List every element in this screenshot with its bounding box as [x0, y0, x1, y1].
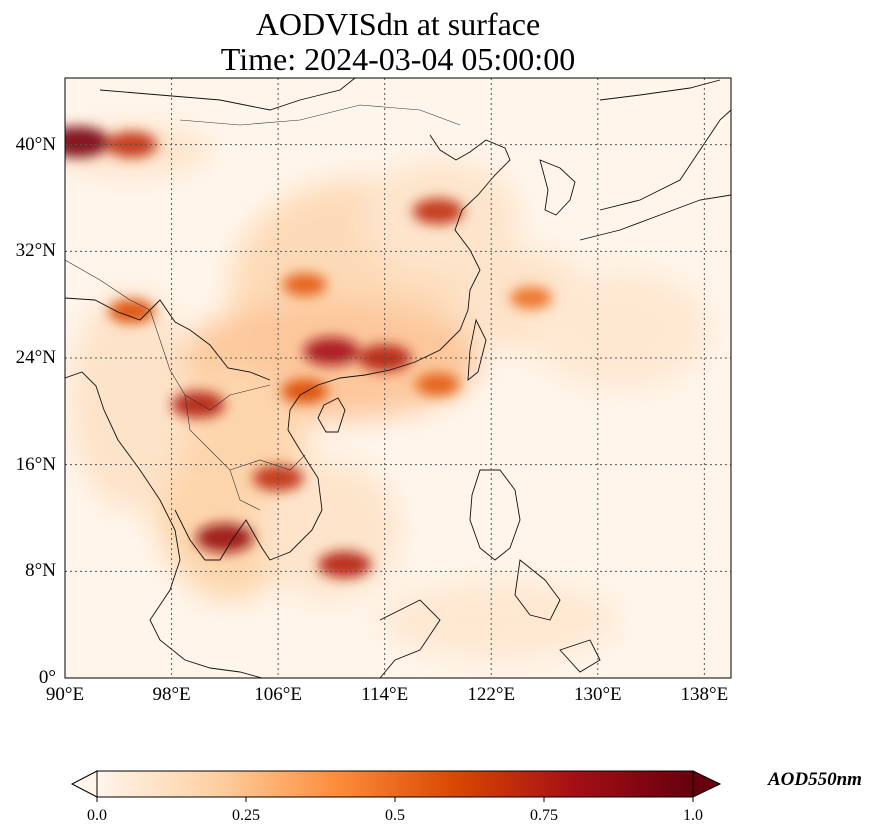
aerosol-plume — [65, 126, 110, 158]
lat-tick-label: 0° — [38, 667, 56, 688]
lon-tick-label: 138°E — [680, 684, 729, 705]
lat-tick-label: 16°N — [15, 453, 56, 475]
lon-tick-label: 106°E — [254, 684, 302, 705]
colorbar-min-extend — [70, 770, 98, 798]
lon-tick-label: 98°E — [152, 684, 191, 705]
colorbar-tick-label: 0.25 — [232, 807, 260, 824]
lon-tick-label: 122°E — [467, 684, 516, 705]
lat-tick-label: 8°N — [25, 560, 56, 582]
colorbar-tick-label: 0.5 — [385, 807, 405, 824]
colorbar-label: AOD550nm — [768, 769, 862, 790]
coastlines — [65, 78, 731, 678]
colorbar-tick-label: 0.75 — [530, 807, 558, 824]
lat-tick-label: 32°N — [15, 240, 56, 262]
map-title: AODVISdn at surface — [255, 6, 541, 42]
lat-tick-label: 24°N — [15, 347, 56, 368]
aerosol-plume — [412, 198, 464, 225]
aerosol-plume — [282, 273, 327, 297]
aerosol-plume — [281, 379, 328, 404]
aerosol-plume — [415, 373, 461, 397]
lat-tick-label: 40°N — [15, 133, 56, 155]
lon-tick-label: 114°E — [361, 684, 409, 705]
colorbar-max-extend — [692, 770, 722, 798]
aerosol-plume — [196, 523, 254, 553]
colorbar-gradient — [97, 771, 693, 797]
lon-tick-label: 130°E — [573, 684, 622, 705]
colorbar-tick-label: 1.0 — [683, 807, 703, 824]
map-frame — [64, 77, 732, 679]
aerosol-plume — [510, 287, 553, 309]
lon-tick-label: 90°E — [45, 684, 85, 705]
colorbar-tick-label: 0.0 — [87, 807, 107, 824]
map-subtitle-time: Time: 2024-03-04 05:00:00 — [220, 41, 576, 77]
gridlines — [65, 78, 731, 678]
aerosol-plume — [171, 391, 225, 419]
